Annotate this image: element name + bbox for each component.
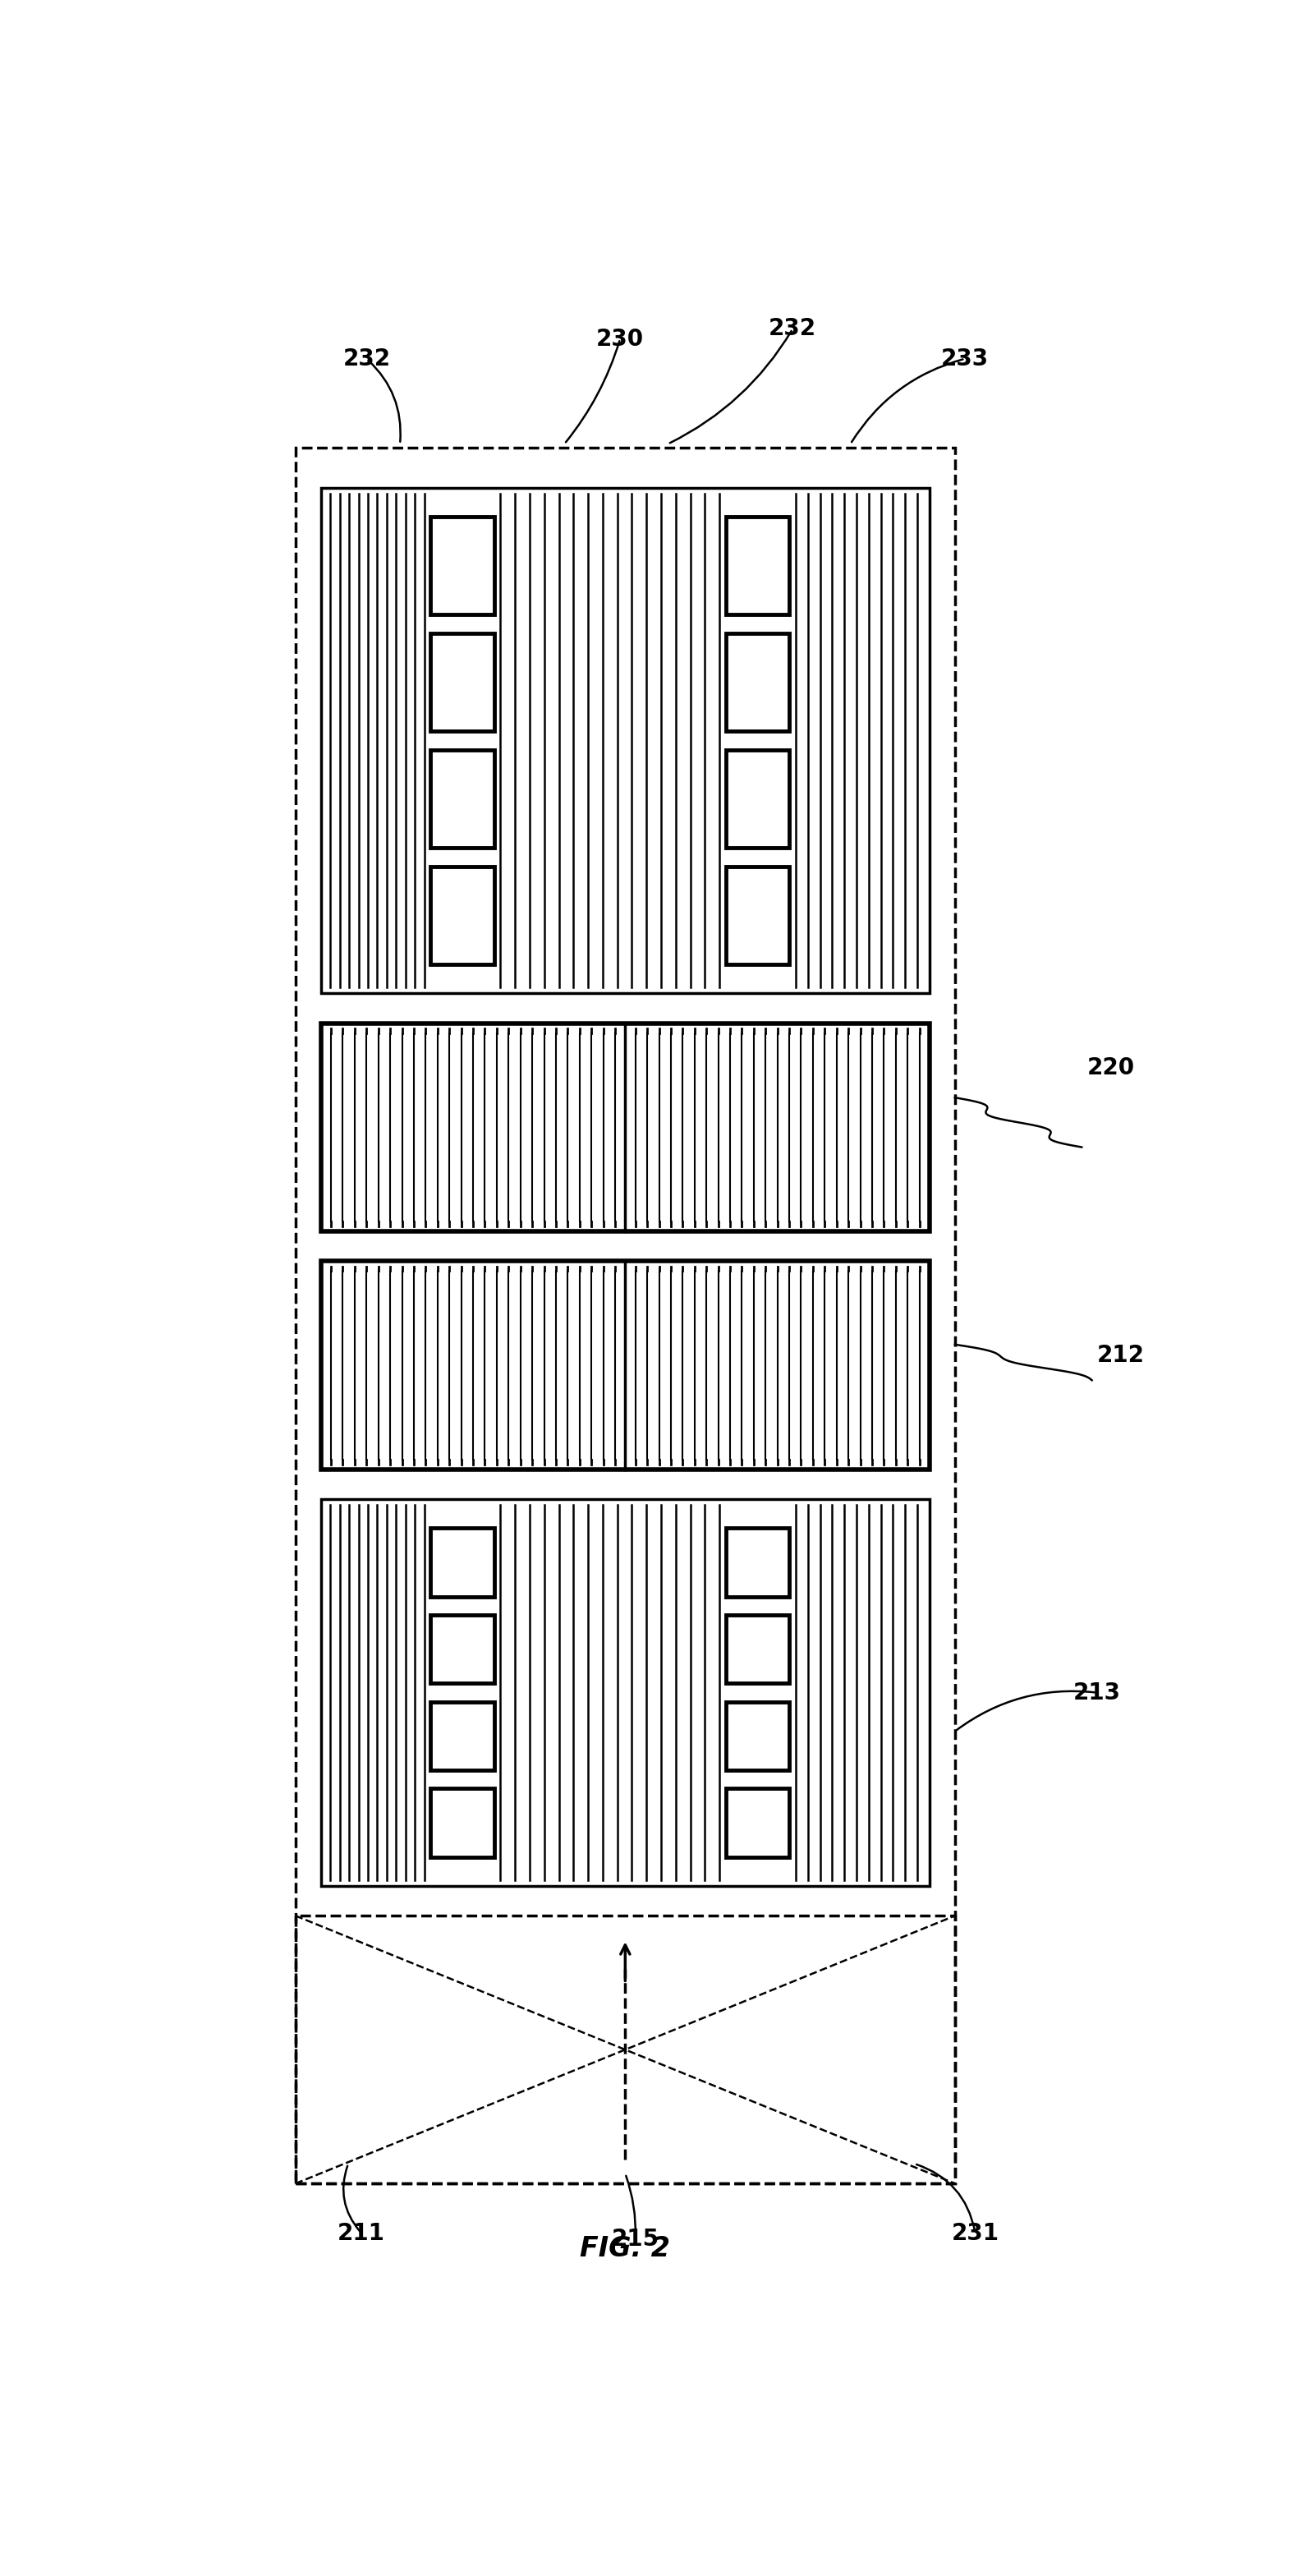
Bar	[431, 518, 495, 616]
Bar	[725, 1788, 789, 1857]
Text: 232: 232	[343, 348, 390, 371]
Bar	[431, 1528, 495, 1597]
Bar	[431, 750, 495, 848]
Bar	[321, 1262, 929, 1468]
Bar	[431, 1703, 495, 1770]
Bar	[431, 1788, 495, 1857]
Text: 233: 233	[941, 348, 988, 371]
Bar	[321, 1023, 929, 1231]
Text: 231: 231	[952, 2221, 999, 2244]
Bar	[321, 1499, 929, 1886]
Text: 212: 212	[1097, 1345, 1144, 1368]
Bar	[725, 750, 789, 848]
Bar	[431, 1615, 495, 1685]
Text: 213: 213	[1073, 1682, 1121, 1705]
Bar	[296, 1917, 956, 2184]
Bar	[431, 866, 495, 963]
Text: 232: 232	[768, 317, 817, 340]
Text: 220: 220	[1086, 1056, 1135, 1079]
Bar	[725, 634, 789, 732]
Bar	[725, 1615, 789, 1685]
Text: FIG. 2: FIG. 2	[580, 2236, 670, 2262]
Bar	[725, 1703, 789, 1770]
Bar	[296, 448, 956, 2184]
Text: 230: 230	[597, 327, 644, 350]
Text: 211: 211	[338, 2221, 385, 2244]
Bar	[321, 487, 929, 994]
Bar	[431, 634, 495, 732]
Bar	[725, 866, 789, 963]
Bar	[725, 518, 789, 616]
Bar	[725, 1528, 789, 1597]
Text: 215: 215	[611, 2228, 660, 2251]
